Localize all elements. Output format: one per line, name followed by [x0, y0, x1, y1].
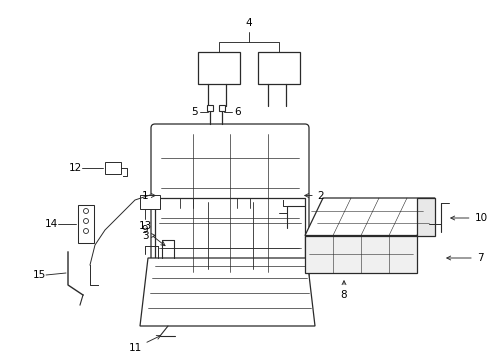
Text: 14: 14 — [45, 219, 58, 229]
Text: 2: 2 — [304, 190, 324, 201]
Polygon shape — [305, 198, 434, 235]
Text: 3: 3 — [142, 230, 155, 240]
Text: 8: 8 — [340, 281, 346, 300]
Polygon shape — [140, 258, 314, 326]
Bar — [198, 52, 240, 84]
Text: 6: 6 — [234, 107, 240, 117]
FancyBboxPatch shape — [151, 124, 308, 282]
Bar — [258, 52, 299, 84]
Text: 12: 12 — [69, 163, 82, 173]
Text: 15: 15 — [33, 270, 46, 280]
Text: 1: 1 — [142, 190, 155, 201]
Bar — [105, 162, 121, 174]
Bar — [78, 205, 94, 243]
Text: 9: 9 — [142, 225, 164, 246]
Text: 7: 7 — [446, 253, 482, 263]
Text: 5: 5 — [191, 107, 198, 117]
Text: 4: 4 — [245, 18, 252, 28]
Text: 10: 10 — [450, 213, 487, 223]
Polygon shape — [305, 235, 416, 273]
Bar — [140, 195, 160, 209]
Bar — [155, 198, 305, 273]
Text: 13: 13 — [138, 221, 151, 231]
Polygon shape — [416, 198, 434, 235]
Text: 11: 11 — [128, 336, 160, 353]
